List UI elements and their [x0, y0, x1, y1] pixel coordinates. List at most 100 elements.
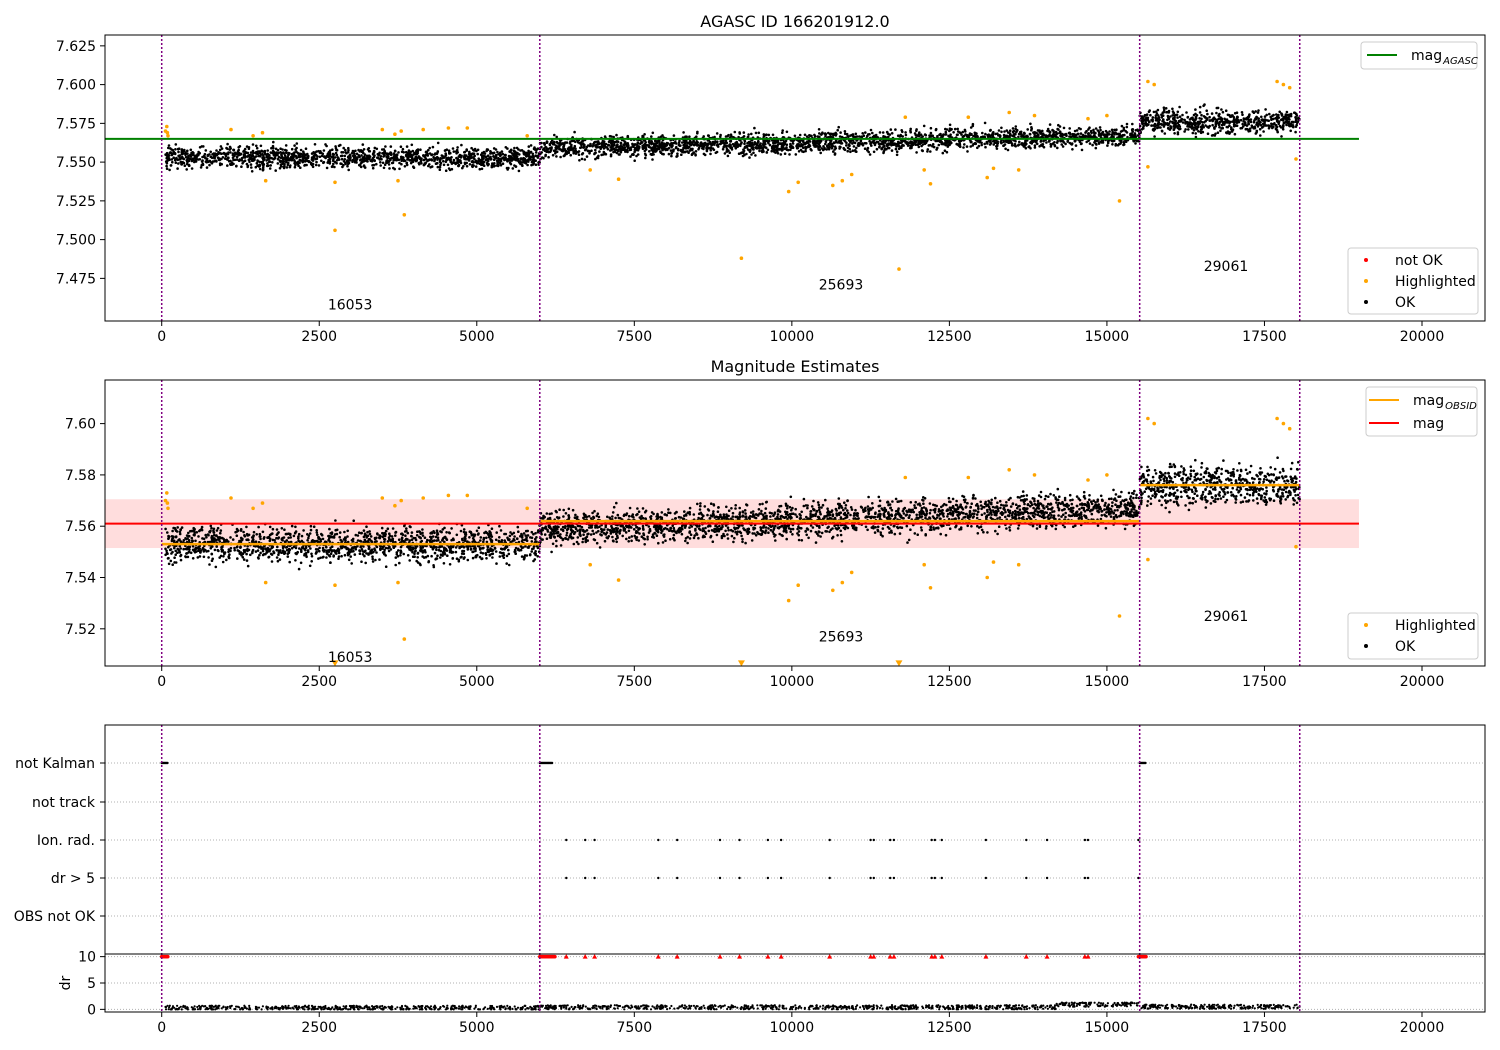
ok-point	[477, 159, 480, 163]
ok-point	[1071, 134, 1075, 138]
ok-point	[1176, 116, 1179, 119]
ok-point	[254, 151, 257, 155]
ok-point	[1030, 140, 1033, 143]
ok-point	[400, 150, 404, 154]
ok-point	[692, 143, 696, 147]
ok-point	[309, 547, 312, 550]
ok-point	[1028, 132, 1032, 136]
ok-point	[314, 163, 318, 167]
ok-point	[251, 143, 255, 146]
ok-point	[1206, 112, 1209, 116]
ok-point	[299, 159, 303, 162]
ok-point	[1097, 141, 1101, 144]
ok-point	[269, 164, 273, 167]
ok-point	[439, 163, 442, 167]
ok-point	[173, 151, 177, 155]
ok-point	[833, 153, 837, 156]
ok-point	[558, 145, 561, 148]
ok-point	[882, 150, 886, 153]
ok-point	[715, 132, 719, 135]
ok-point	[494, 550, 498, 553]
ok-point	[1068, 131, 1071, 135]
ok-point	[890, 142, 894, 145]
ok-point	[314, 151, 317, 154]
ok-point	[313, 143, 317, 146]
x-tick-label: 5000	[459, 329, 495, 345]
ok-point	[822, 145, 825, 148]
ok-point	[548, 143, 552, 147]
ok-point	[359, 165, 363, 169]
ok-point	[271, 149, 275, 153]
ok-point	[520, 555, 524, 558]
ok-point	[213, 152, 217, 156]
ok-point	[1131, 130, 1134, 133]
ok-point	[1173, 132, 1176, 135]
ok-point	[363, 166, 367, 169]
ok-point	[804, 149, 807, 153]
ok-point	[1218, 112, 1221, 116]
ok-point	[452, 150, 456, 153]
ok-point	[187, 531, 190, 535]
ok-point	[218, 148, 222, 152]
ok-point	[753, 126, 756, 130]
ok-point	[208, 159, 211, 163]
highlighted-point	[831, 183, 835, 188]
ok-point	[1172, 128, 1176, 131]
ok-point	[1159, 126, 1162, 129]
ok-point	[1200, 117, 1203, 121]
ok-point	[392, 152, 396, 155]
ok-point	[474, 165, 478, 168]
ok-point	[491, 152, 495, 155]
ok-point	[744, 145, 747, 149]
ok-point	[624, 142, 627, 146]
ok-point	[258, 160, 261, 164]
ok-point	[531, 152, 535, 156]
ok-point	[411, 149, 415, 153]
ok-point	[634, 146, 637, 150]
ok-point	[328, 154, 332, 157]
ok-point	[789, 148, 792, 151]
highlighted-point	[786, 189, 791, 194]
ok-point	[569, 153, 572, 157]
ok-point	[1113, 128, 1116, 132]
ok-point	[492, 147, 496, 150]
ok-point	[442, 156, 446, 159]
ok-point	[404, 153, 408, 157]
ok-point	[1294, 120, 1297, 123]
ok-point	[1033, 146, 1037, 149]
ok-point	[1122, 126, 1126, 130]
ok-point	[452, 538, 455, 542]
ok-point	[1014, 125, 1018, 128]
ok-point	[624, 150, 627, 153]
ok-point	[400, 162, 403, 166]
ok-point	[655, 141, 659, 145]
ok-point	[218, 163, 222, 167]
highlighted-point	[840, 178, 845, 183]
ok-point	[179, 558, 183, 562]
ok-point	[190, 536, 194, 540]
ok-point	[662, 145, 666, 149]
ok-point	[1006, 148, 1010, 152]
ok-point	[1181, 113, 1184, 117]
ok-point	[359, 149, 363, 152]
ok-point	[540, 141, 543, 145]
ok-point	[885, 130, 889, 134]
ok-point	[266, 149, 270, 152]
ok-point	[180, 162, 183, 166]
ok-point	[515, 157, 518, 160]
ok-point	[1020, 142, 1023, 146]
ok-point	[422, 158, 426, 162]
ok-point	[991, 132, 994, 135]
ok-point	[1252, 127, 1256, 130]
ok-point	[347, 148, 350, 152]
ok-point	[1036, 133, 1040, 136]
ok-point	[447, 149, 451, 152]
ok-point	[403, 165, 407, 168]
ok-point	[250, 170, 254, 173]
ok-point	[1126, 135, 1129, 139]
ok-point	[233, 158, 237, 162]
ok-point	[190, 159, 194, 163]
ok-point	[377, 154, 381, 157]
ok-point	[360, 154, 363, 157]
ok-point	[895, 150, 899, 153]
